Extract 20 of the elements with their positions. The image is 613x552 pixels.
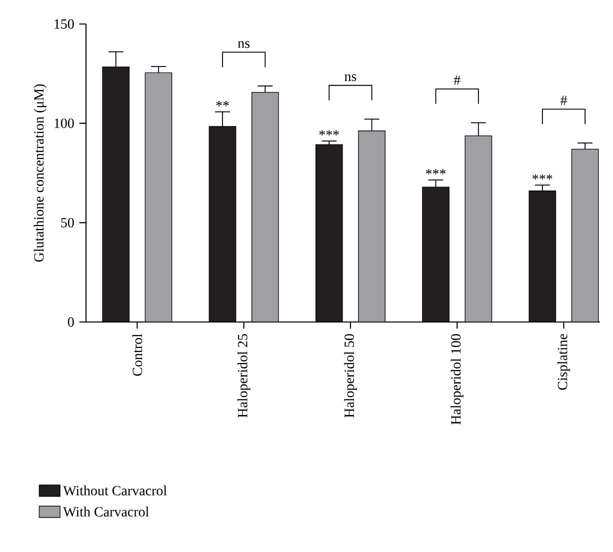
- y-tick-label: 0: [68, 317, 74, 327]
- annotation: ***: [532, 174, 552, 180]
- x-tick-label: Haloperidol 50: [344, 334, 357, 418]
- annotation: ***: [319, 130, 339, 136]
- x-tick-label: Cisplatine: [557, 334, 570, 390]
- legend-label: With Carvacrol: [63, 506, 149, 517]
- annotation: ns: [344, 74, 356, 82]
- y-tick-label: 150: [54, 19, 74, 29]
- legend-label: Without Carvacrol: [63, 486, 167, 496]
- annotation: ***: [426, 169, 446, 174]
- annotation: ns: [238, 41, 250, 48]
- annotation: **: [216, 101, 229, 106]
- annotation: #: [560, 96, 567, 105]
- y-axis-title: Glutathione concentration (μM): [34, 84, 46, 262]
- x-tick-label: Haloperidol 100: [450, 334, 464, 425]
- y-tick-label: 50: [61, 218, 74, 228]
- annotation: #: [454, 76, 460, 85]
- x-tick-label: Haloperidol 25: [237, 334, 250, 418]
- x-tick-label: Control: [132, 334, 142, 376]
- y-tick-label: 100: [54, 118, 74, 128]
